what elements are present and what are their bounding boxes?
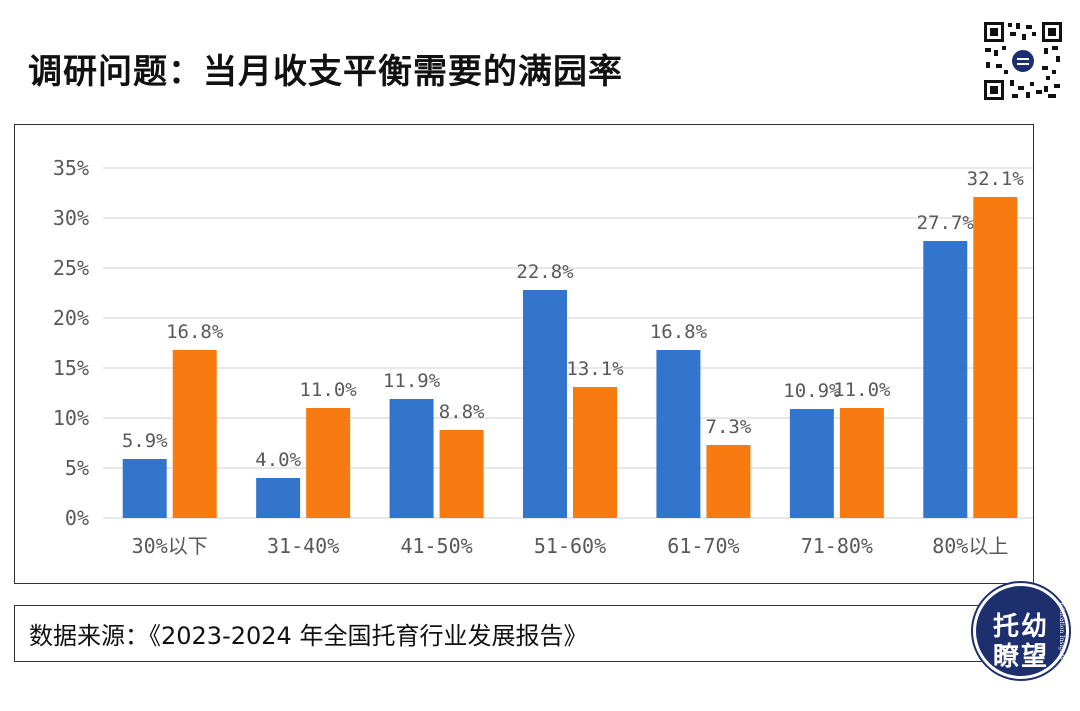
bar-2 [839, 408, 884, 518]
data-label: 4.0% [255, 449, 301, 471]
logo-side-text: Education Insights [1058, 602, 1065, 659]
x-tick-label: 30%以下 [132, 534, 208, 558]
data-label: 11.0% [300, 379, 358, 401]
bar-2 [706, 445, 751, 518]
data-label: 32.1% [967, 168, 1025, 190]
logo-badge-icon: Education Insights [971, 581, 1071, 681]
bar-1 [523, 290, 567, 518]
source-box: 数据来源：《2023-2024 年全国托育行业发展报告》 [14, 605, 986, 662]
bar-1 [656, 350, 701, 518]
x-tick-label: 51-60% [534, 534, 606, 558]
bar-2 [306, 408, 351, 518]
y-tick-label: 0% [65, 506, 89, 530]
y-tick-label: 25% [53, 256, 89, 280]
y-tick-label: 15% [53, 356, 89, 380]
logo-line2: 瞭望 [992, 642, 1049, 672]
page-title: 调研问题：当月收支平衡需要的满园率 [28, 52, 623, 92]
bar-2 [439, 430, 484, 518]
data-label: 27.7% [917, 212, 975, 234]
bar-2 [172, 350, 217, 518]
x-tick-label: 61-70% [667, 534, 739, 558]
data-label: 13.1% [566, 358, 624, 380]
x-tick-label: 80%以上 [932, 534, 1008, 558]
bar-1 [122, 459, 167, 518]
data-label: 10.9% [783, 380, 841, 402]
bar-1 [389, 399, 434, 518]
bar-1 [789, 409, 834, 518]
bar-chart: 0% 5% 10% 15% 20% 25% 30% 35% 5.9% 16.8% 30%以下 4.0%… [53, 156, 1033, 558]
x-tick-label: 31-40% [267, 534, 339, 558]
logo-line1: 托幼 [992, 612, 1049, 642]
y-tick-label: 30% [53, 206, 89, 230]
y-tick-label: 5% [65, 456, 89, 480]
data-label: 5.9% [122, 430, 168, 452]
data-label: 8.8% [439, 401, 485, 423]
brand-logo: Education Insights 托幼 瞭望 [970, 580, 1072, 682]
x-tick-label: 41-50% [400, 534, 472, 558]
y-tick-label: 35% [53, 156, 89, 180]
data-label: 7.3% [706, 416, 752, 438]
x-tick-label: 71-80% [801, 534, 873, 558]
bar-2 [573, 387, 617, 518]
data-label: 16.8% [166, 321, 224, 343]
bar-1 [256, 478, 301, 518]
data-label: 22.8% [516, 261, 574, 283]
y-tick-label: 20% [53, 306, 89, 330]
y-tick-label: 10% [53, 406, 89, 430]
bar-2 [973, 197, 1018, 518]
chart-frame: 0% 5% 10% 15% 20% 25% 30% 35% 5.9% 16.8% 30%以下 4.0%… [14, 124, 1034, 584]
source-text: 数据来源：《2023-2024 年全国托育行业发展报告》 [29, 622, 588, 650]
bar-1 [923, 241, 968, 518]
data-label: 16.8% [650, 321, 708, 343]
data-label: 11.0% [833, 379, 891, 401]
data-label: 11.9% [383, 370, 441, 392]
qr-code [982, 20, 1064, 102]
